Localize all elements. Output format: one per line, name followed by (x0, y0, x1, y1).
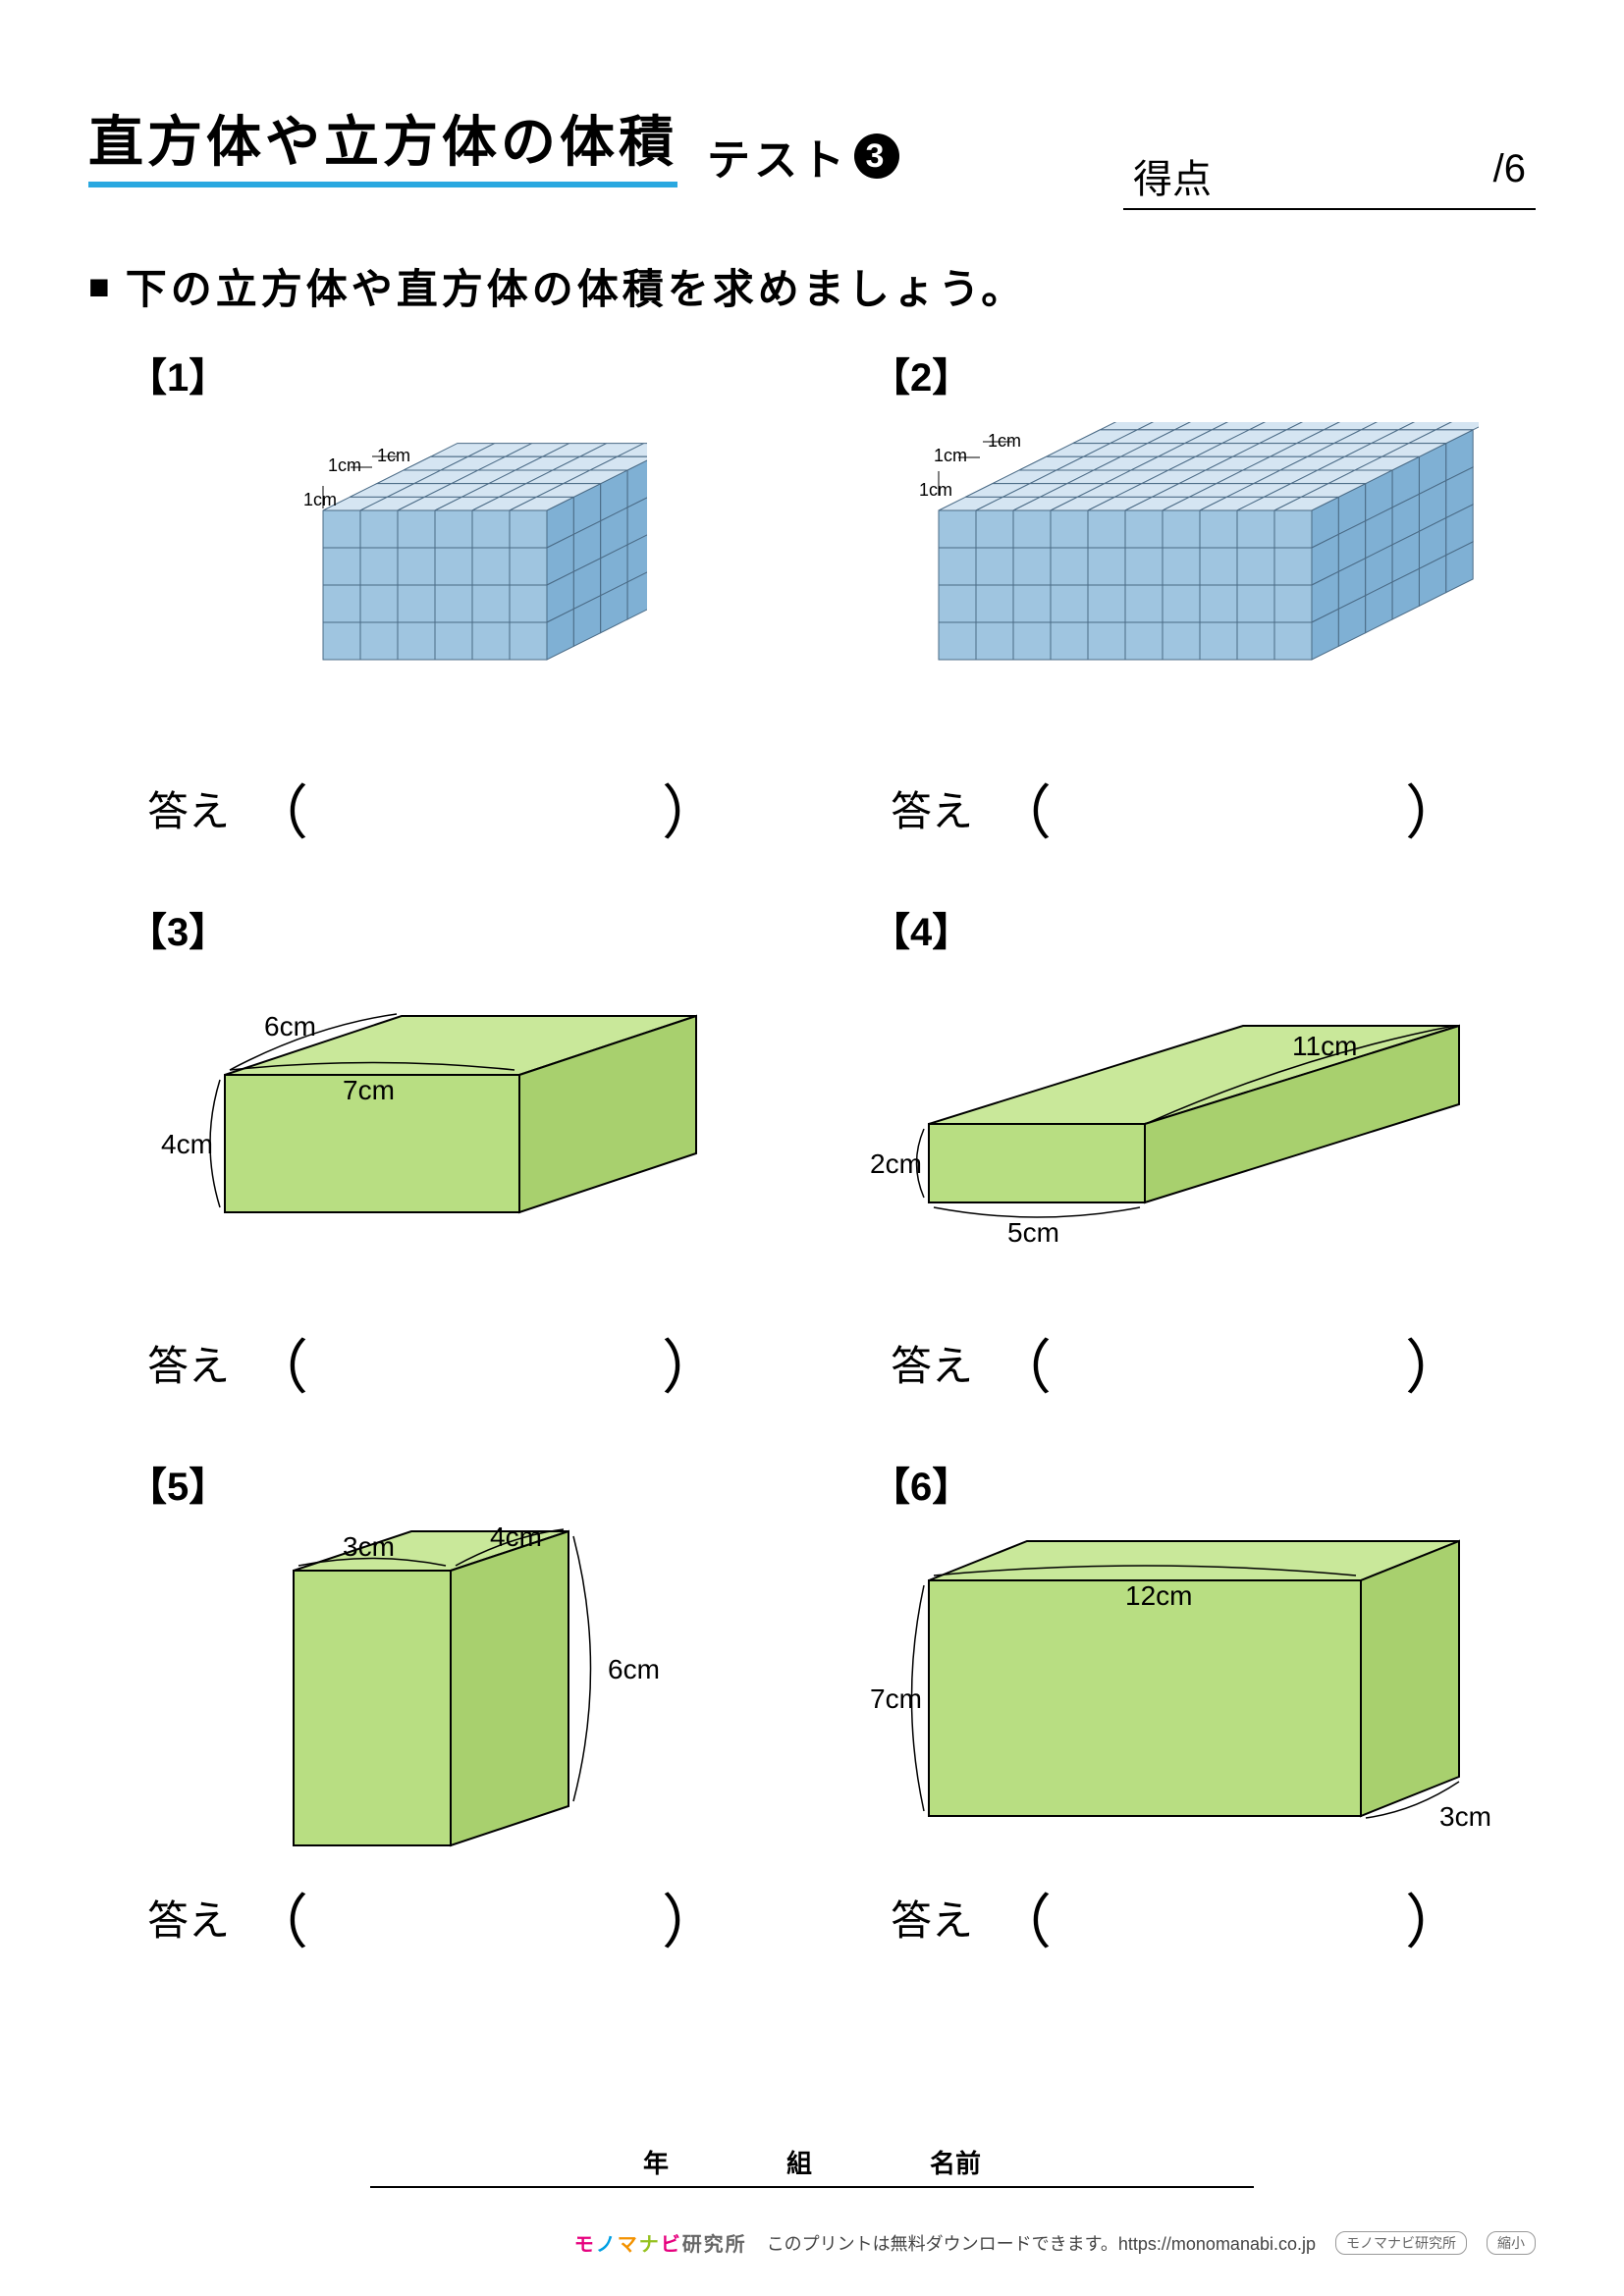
logo: モノマナビ研究所 (574, 2228, 747, 2257)
figure-1: 1cm 1cm 1cm (88, 412, 792, 746)
cube-diagram-1: 1cm 1cm 1cm (235, 432, 647, 726)
answer-label: 答え (147, 1888, 230, 1948)
answer-row: 答え （ ） (891, 766, 1536, 851)
problem-number: 【3】 (128, 900, 792, 957)
dim-depth: 3cm (1439, 1801, 1491, 1832)
dim-depth: 6cm (264, 1011, 316, 1041)
paren-open: （ (249, 766, 308, 851)
paren-open: （ (993, 1320, 1052, 1406)
dim-width: 7cm (343, 1075, 395, 1105)
name-line: 年 組 名前 (370, 2144, 1254, 2188)
dim-height: 4cm (161, 1129, 213, 1159)
answer-label: 答え (891, 778, 973, 838)
subtitle-prefix: テスト (707, 125, 848, 187)
problem-4: 【4】 11cm 5cm 2cm 答え （ ） (832, 900, 1536, 1435)
dim-depth: 11cm (1292, 1031, 1357, 1061)
dim-height: 2cm (870, 1148, 922, 1179)
paren-close: ） (1405, 1320, 1464, 1406)
unit-label: 1cm (303, 490, 337, 509)
unit-label: 1cm (919, 480, 952, 500)
unit-label: 1cm (377, 446, 410, 465)
problem-grid: 【1】 1cm 1cm 1cm 答え （ ） 【2 (88, 346, 1536, 1990)
paren-close: ） (1405, 1875, 1464, 1960)
answer-row: 答え （ ） (147, 1320, 792, 1406)
solid-diagram-3: 7cm 6cm 4cm (146, 996, 735, 1271)
paren-open: （ (993, 1875, 1052, 1960)
dim-width: 3cm (343, 1531, 395, 1562)
name-label: 名前 (930, 2144, 981, 2180)
test-number-badge: 3 (854, 133, 899, 179)
figure-6: 12cm 7cm 3cm (832, 1522, 1536, 1855)
paren-open: （ (249, 1875, 308, 1960)
dim-depth: 4cm (490, 1522, 542, 1552)
paren-close: ） (662, 766, 721, 851)
unit-label: 1cm (328, 455, 361, 475)
problem-3: 【3】 7cm 6cm 4cm 答え （ ） (88, 900, 792, 1435)
subtitle: テスト 3 (707, 125, 899, 187)
dim-height: 7cm (870, 1683, 922, 1714)
dim-width: 12cm (1125, 1580, 1192, 1611)
answer-row: 答え （ ） (891, 1875, 1536, 1960)
answer-label: 答え (147, 778, 230, 838)
paren-close: ） (662, 1875, 721, 1960)
problem-1: 【1】 1cm 1cm 1cm 答え （ ） (88, 346, 792, 881)
figure-2: 1cm 1cm 1cm (832, 412, 1536, 746)
answer-row: 答え （ ） (147, 1875, 792, 1960)
score-box: 得点 /6 (1123, 147, 1536, 210)
page-title: 直方体や立方体の体積 (88, 98, 677, 187)
paren-open: （ (993, 766, 1052, 851)
cube-diagram-2: 1cm 1cm 1cm (890, 422, 1479, 736)
year-label: 年 (643, 2144, 669, 2180)
score-label: 得点 (1133, 147, 1212, 204)
figure-5: 3cm 4cm 6cm (88, 1522, 792, 1855)
dim-width: 5cm (1007, 1217, 1059, 1248)
answer-label: 答え (147, 1333, 230, 1393)
answer-label: 答え (891, 1888, 973, 1948)
score-total: /6 (1493, 147, 1526, 204)
answer-row: 答え （ ） (147, 766, 792, 851)
solid-diagram-6: 12cm 7cm 3cm (870, 1512, 1498, 1865)
problem-2: 【2】 1cm 1cm 1cm 答え （ ） (832, 346, 1536, 881)
figure-4: 11cm 5cm 2cm (832, 967, 1536, 1301)
instruction-text: 下の立方体や直方体の体積を求めましょう。 (88, 256, 1536, 316)
class-label: 組 (786, 2144, 812, 2180)
paren-close: ） (662, 1320, 721, 1406)
paren-open: （ (249, 1320, 308, 1406)
credit-text: このプリントは無料ダウンロードできます。https://monomanabi.c… (767, 2230, 1316, 2256)
problem-number: 【4】 (871, 900, 1536, 957)
paren-close: ） (1405, 766, 1464, 851)
solid-diagram-5: 3cm 4cm 6cm (195, 1502, 686, 1875)
solid-diagram-4: 11cm 5cm 2cm (870, 996, 1498, 1271)
footer-tag-2: 縮小 (1487, 2231, 1536, 2255)
problem-6: 【6】 12cm 7cm 3cm 答え （ ） (832, 1455, 1536, 1990)
footer-tag-1: モノマナビ研究所 (1335, 2231, 1467, 2255)
problem-number: 【2】 (871, 346, 1536, 402)
dim-height: 6cm (608, 1654, 660, 1684)
problem-5: 【5】 3cm 4cm 6cm 答え （ ） (88, 1455, 792, 1990)
unit-label: 1cm (988, 431, 1021, 451)
problem-number: 【6】 (871, 1455, 1536, 1512)
problem-number: 【1】 (128, 346, 792, 402)
answer-label: 答え (891, 1333, 973, 1393)
footer-credit: モノマナビ研究所 このプリントは無料ダウンロードできます。https://mon… (574, 2228, 1536, 2257)
answer-row: 答え （ ） (891, 1320, 1536, 1406)
unit-label: 1cm (934, 446, 967, 465)
figure-3: 7cm 6cm 4cm (88, 967, 792, 1301)
